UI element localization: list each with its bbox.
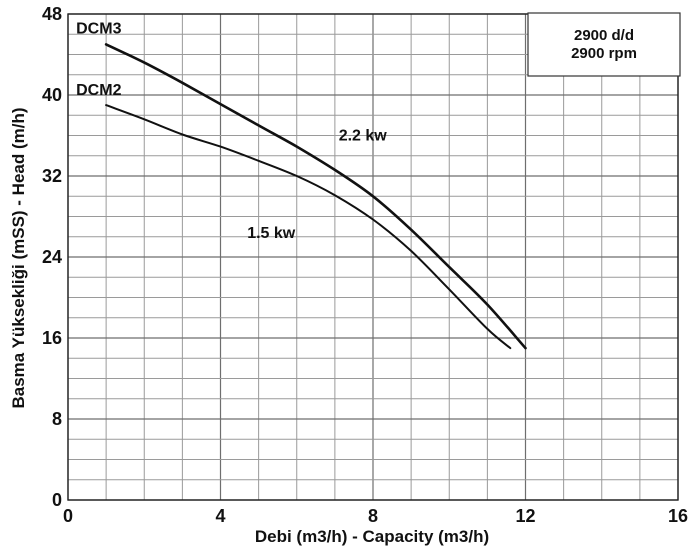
y-tick-label: 24 (42, 247, 62, 267)
grid (67, 13, 679, 501)
speed-info-line1: 2900 d/d (574, 27, 634, 44)
x-tick-label: 16 (668, 506, 688, 526)
curves (104, 43, 527, 350)
series-label-dcm2: DCM2 (76, 82, 121, 99)
x-tick-label: 4 (215, 506, 225, 526)
y-tick-label: 0 (52, 490, 62, 510)
power-label-2-2kw: 2.2 kw (339, 128, 388, 145)
plot-frame (67, 13, 679, 501)
speed-info-box: 2900 d/d 2900 rpm (527, 12, 681, 77)
series-label-dcm3: DCM3 (76, 20, 121, 37)
y-tick-label: 32 (42, 166, 62, 186)
y-tick-label: 48 (42, 4, 62, 24)
speed-info-box-frame (527, 12, 681, 77)
speed-info-line2: 2900 rpm (571, 45, 637, 62)
y-tick-label: 8 (52, 409, 62, 429)
series-line-dcm2 (105, 104, 512, 350)
y-tick-label: 16 (42, 328, 62, 348)
x-tick-label: 12 (515, 506, 535, 526)
series-line-dcm3 (104, 43, 527, 350)
y-tick-label: 40 (42, 85, 62, 105)
power-label-1-5kw: 1.5 kw (247, 225, 296, 242)
y-axis-label: Basma Yüksekliği (mSS) - Head (m/h) (9, 107, 28, 408)
x-axis-label: Debi (m3/h) - Capacity (m3/h) (255, 527, 489, 546)
x-tick-label: 0 (63, 506, 73, 526)
x-tick-label: 8 (368, 506, 378, 526)
